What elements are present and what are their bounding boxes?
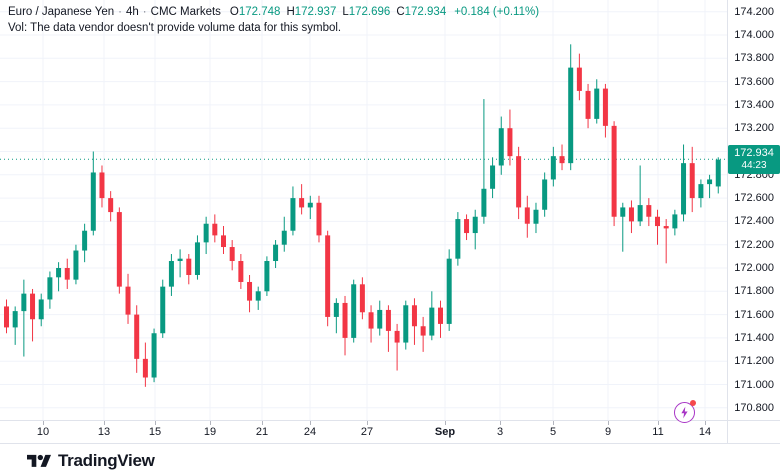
time-tick-label: 11 [652, 426, 664, 438]
time-tick-mark [500, 421, 501, 425]
price-tick-label: 172.400 [734, 215, 774, 228]
candles [4, 44, 721, 387]
time-tick-label: 5 [549, 426, 557, 438]
time-tick-mark [445, 421, 446, 425]
badge-price: 172.934 [734, 146, 774, 159]
price-tick-label: 173.400 [734, 98, 774, 111]
time-tick-label: Sep [434, 426, 456, 438]
time-tick-label: 10 [36, 426, 50, 438]
time-tick-mark [310, 421, 311, 425]
price-tick-label: 171.400 [734, 331, 774, 344]
time-tick-mark [43, 421, 44, 425]
time-tick-mark [705, 421, 706, 425]
price-axis[interactable]: 174.200 174.000 173.800 173.600 173.400 173.2… [728, 0, 780, 443]
time-tick-mark [155, 421, 156, 425]
time-tick-mark [367, 421, 368, 425]
separator-dot: · [142, 6, 147, 18]
ohlc-open: O 172.748 [229, 6, 281, 18]
price-tick-label: 173.800 [734, 52, 774, 65]
time-tick-mark [262, 421, 263, 425]
price-tick-label: 172.000 [734, 262, 774, 274]
tradingview-logo-text: TradingView [58, 451, 155, 470]
price-change: +0.184 (+0.11%) [454, 6, 540, 18]
lightning-bolt-icon [681, 406, 688, 419]
price-tick-label: 174.000 [734, 29, 774, 41]
price-tick-label: 171.800 [734, 285, 774, 298]
time-tick-mark [210, 421, 211, 425]
legend: Euro / Japanese Yen · 4h · CMC Markets O… [8, 5, 539, 35]
ohlc-low: L 172.696 [342, 6, 391, 18]
time-tick-label: 13 [97, 426, 111, 438]
price-tick-label: 172.200 [734, 238, 774, 251]
legend-header-row: Euro / Japanese Yen · 4h · CMC Markets O… [8, 5, 539, 20]
time-tick-label: 24 [303, 426, 317, 438]
time-tick-mark [608, 421, 609, 425]
price-tick-label: 171.000 [734, 378, 774, 391]
price-tick-label: 171.200 [734, 355, 774, 368]
exchange-label[interactable]: CMC Markets [150, 6, 221, 18]
price-tick-label: 174.200 [734, 5, 774, 18]
time-tick-mark [658, 421, 659, 425]
separator-dot: · [118, 6, 122, 18]
tradingview-mark-icon [27, 454, 51, 467]
time-tick-label: 9 [604, 426, 612, 438]
time-tick-label: 21 [255, 426, 269, 438]
price-tick-label: 173.600 [734, 75, 774, 88]
ohlc-close: C 172.934 [396, 6, 447, 18]
ohlc-high: H 172.937 [286, 6, 337, 18]
price-tick-label: 172.600 [734, 192, 774, 205]
price-tick-label: 173.200 [734, 122, 774, 135]
price-tick-label: 171.600 [734, 308, 774, 321]
tradingview-logo[interactable]: TradingView [27, 451, 155, 471]
price-axis-border [727, 0, 728, 443]
badge-countdown: 44:23 [741, 159, 767, 171]
symbol-title[interactable]: Euro / Japanese Yen [8, 6, 115, 18]
time-tick-label: 19 [203, 426, 217, 438]
time-axis[interactable]: 10 13 15 19 21 24 27 Sep 3 5 9 11 14 [0, 420, 780, 443]
time-tick-label: 3 [496, 426, 504, 438]
price-tick-label: 170.800 [734, 401, 774, 414]
current-price-badge: 172.934 44:23 [728, 144, 780, 174]
alert-dot-icon [690, 400, 696, 406]
time-tick-label: 14 [698, 426, 712, 438]
time-tick-label: 27 [360, 426, 374, 438]
time-tick-label: 15 [148, 426, 162, 438]
volume-note: Vol: The data vendor doesn't provide vol… [8, 22, 342, 34]
time-tick-mark [553, 421, 554, 425]
time-tick-mark [104, 421, 105, 425]
interval-label[interactable]: 4h [126, 6, 139, 18]
bottom-separator [0, 443, 780, 444]
spark-button[interactable] [674, 400, 696, 423]
